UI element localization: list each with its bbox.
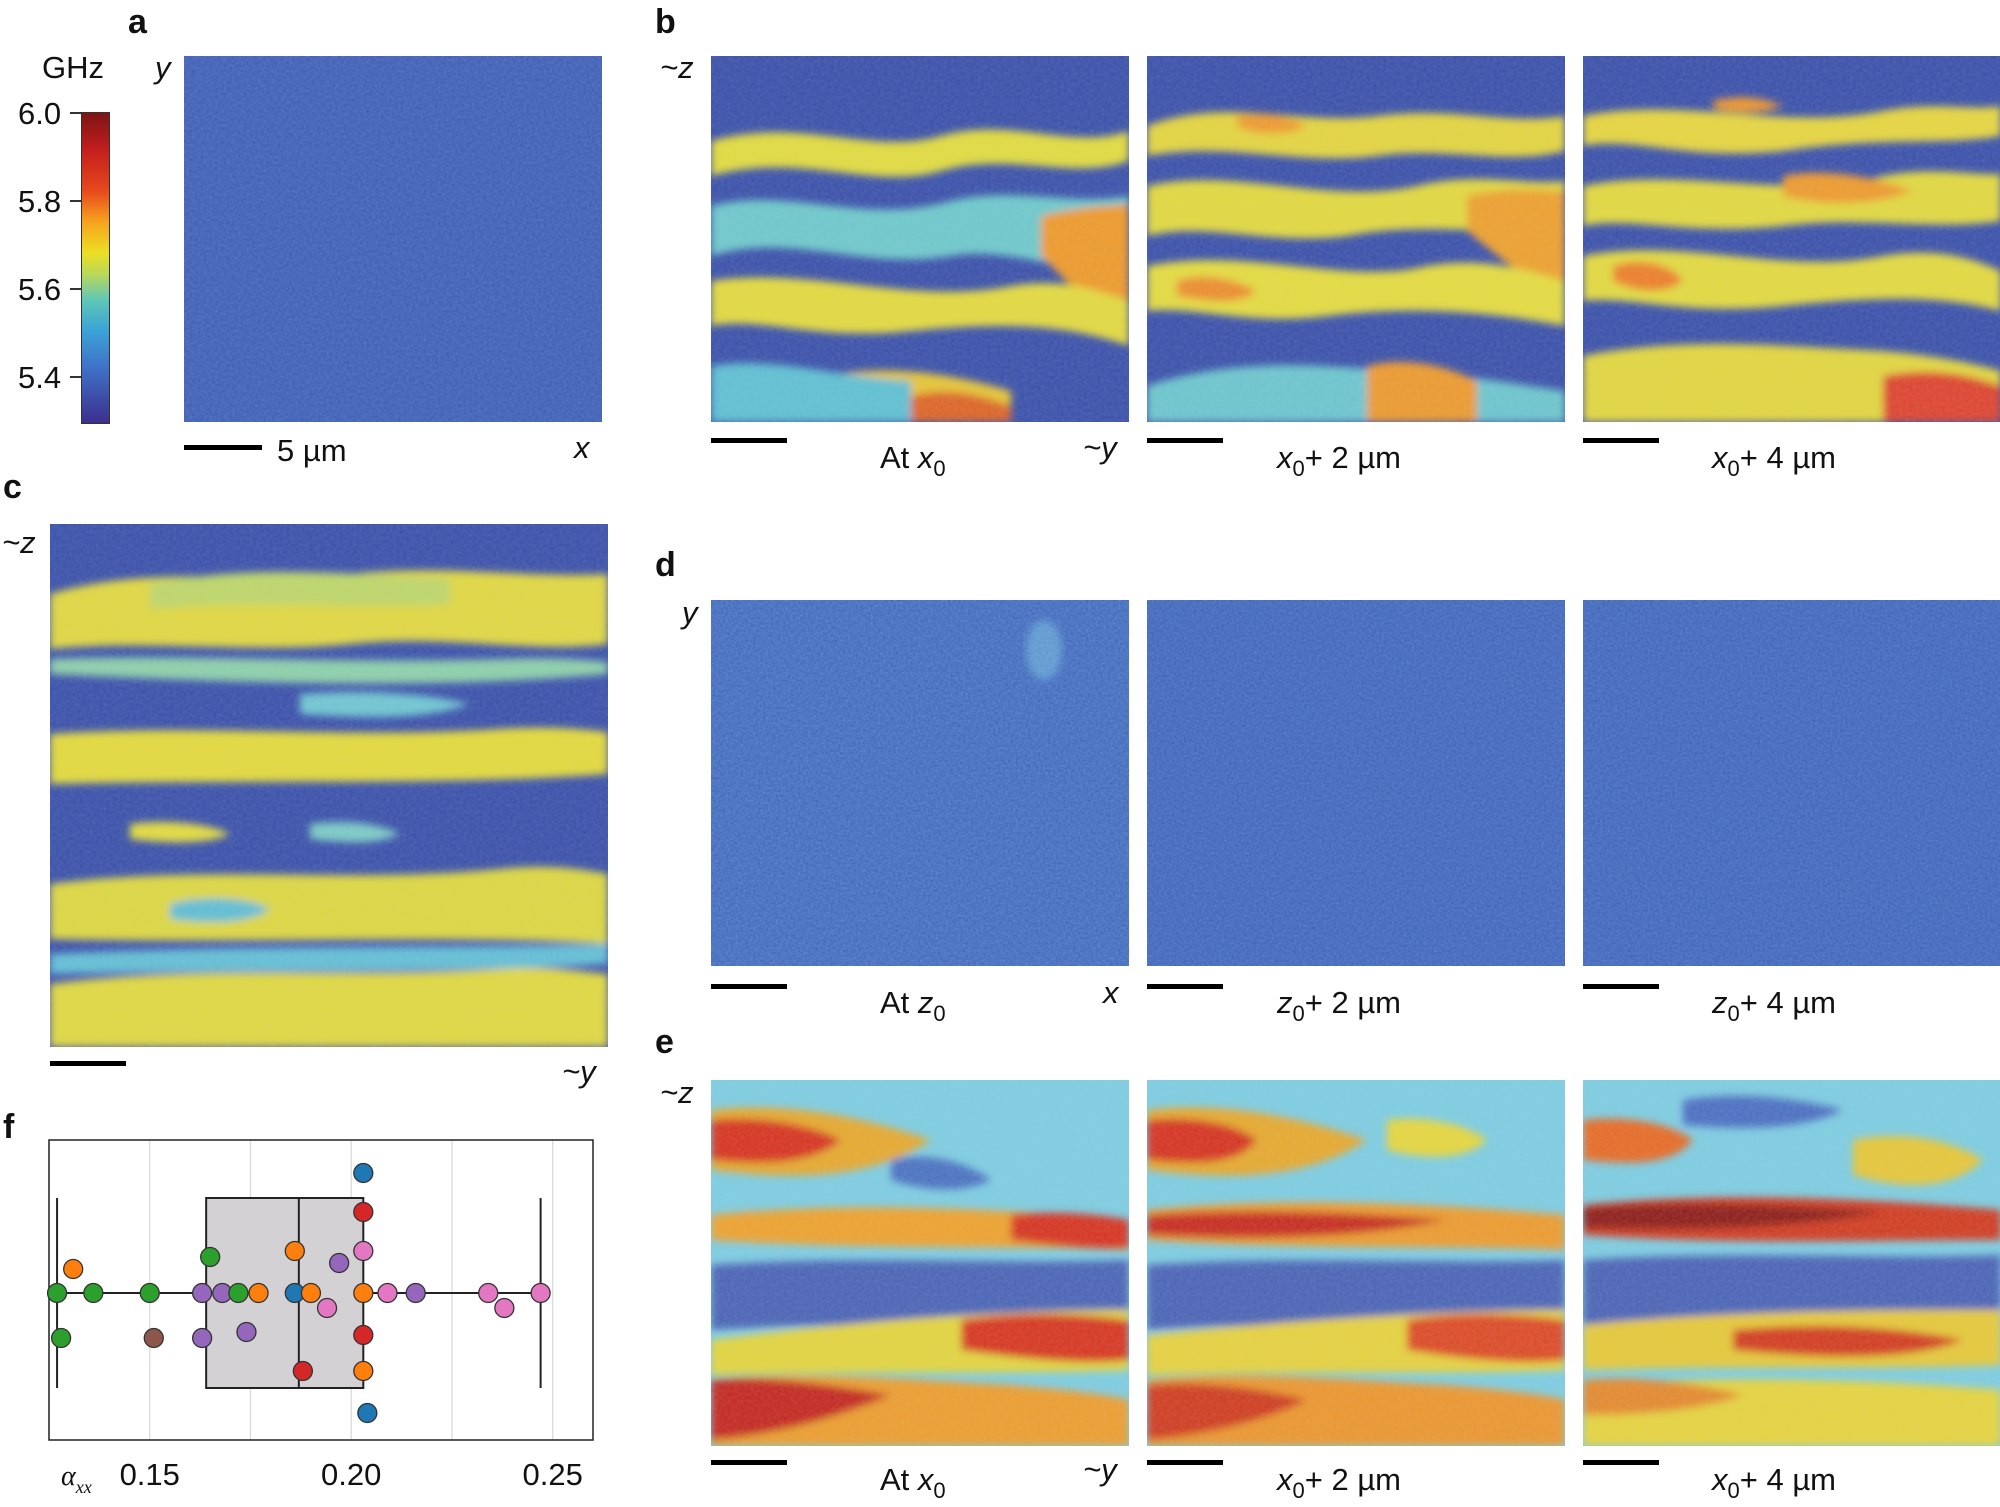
scale-bar-label: 5 µm [277,433,347,468]
panel-label-d: d [655,546,676,584]
scale-bar-d2 [1147,984,1223,989]
heatmap-b-x0-plus-2um [1147,56,1565,422]
panel-label-a: a [128,3,147,41]
scale-bar-b2 [1147,438,1223,443]
panel-label-c: c [3,468,22,506]
panel-label-b: b [655,3,676,41]
data-point-4 [139,1282,160,1304]
scale-bar-b3 [1583,438,1659,443]
heatmap-d-z0-plus-2um [1147,600,1565,966]
scale-bar-e1 [711,1460,787,1465]
data-point-0 [46,1282,68,1304]
data-point-10 [228,1282,249,1304]
x-tick-label-0: 0.15 [120,1457,180,1492]
data-point-24 [353,1360,374,1382]
caption-b3: x0+ 4 µm [1712,440,1837,481]
data-point-3 [83,1282,104,1304]
axis-label-x-d: x [1103,975,1119,1010]
data-point-2 [63,1258,84,1280]
heatmap-a-xy [184,56,602,422]
scale-bar-a [184,445,262,450]
data-point-28 [478,1282,499,1304]
data-point-1 [50,1327,72,1349]
colorbar-tick-5.6: 5.6 [18,272,62,307]
colorbar-unit: GHz [42,50,104,85]
scale-bar-b1 [711,438,787,443]
heatmap-b-at-x0 [711,56,1129,422]
data-point-8 [200,1246,221,1268]
data-point-6 [191,1282,213,1304]
scale-bar-e3 [1583,1460,1659,1465]
chart-f-box-scatter: 0.15 0.20 0.25 αxx [46,1139,594,1497]
x-tick-label-1: 0.20 [321,1457,381,1492]
data-point-21 [353,1240,374,1262]
x-tick-label-2: 0.25 [523,1457,583,1492]
heatmap-e-x0-plus-2um [1147,1080,1565,1446]
data-point-7 [191,1327,213,1349]
heatmap-c [50,524,608,1047]
axis-label-y-approx-e: ~y [1083,1452,1117,1487]
axis-label-z-approx-e: ~z [660,1075,694,1110]
heatmap-d-z0-plus-4um [1583,600,2000,966]
axis-label-y: y [155,50,171,85]
caption-b2: x0+ 2 µm [1277,440,1402,481]
x-axis-label: αxx [61,1461,92,1497]
scale-bar-c [50,1061,126,1066]
scale-bar-e2 [1147,1460,1223,1465]
heatmap-e-at-x0 [711,1080,1129,1446]
axis-label-x: x [574,430,590,465]
data-point-20 [353,1201,374,1223]
data-point-26 [377,1282,398,1304]
caption-b1: At x0 [880,440,946,481]
data-point-17 [316,1297,338,1319]
data-point-13 [284,1240,305,1262]
axis-label-y-approx-b: ~y [1083,430,1117,465]
data-point-15 [292,1360,314,1382]
data-point-11 [236,1321,257,1343]
data-point-30 [530,1282,551,1304]
axis-label-z-approx: ~z [660,50,694,85]
axis-label-y-d: y [682,595,698,630]
colorbar-tick-5.4: 5.4 [18,360,62,395]
heatmap-d-at-z0 [711,600,1129,966]
scale-bar-d1 [711,984,787,989]
heatmap-e-x0-plus-4um [1583,1080,2000,1446]
caption-e2: x0+ 2 µm [1277,1462,1402,1503]
caption-d1: At z0 [880,985,946,1026]
data-point-29 [494,1297,515,1319]
data-point-23 [353,1324,374,1346]
data-point-12 [248,1282,269,1304]
data-point-22 [353,1282,374,1304]
data-point-18 [328,1252,350,1274]
panel-label-e: e [655,1023,674,1061]
colorbar [81,112,110,424]
axis-label-y-approx-c: ~y [562,1054,596,1089]
panel-label-f: f [3,1108,15,1146]
colorbar-tick-5.8: 5.8 [18,184,62,219]
data-point-27 [405,1282,426,1304]
data-point-5 [143,1327,164,1349]
colorbar-tick-6.0: 6.0 [18,96,62,131]
caption-d3: z0+ 4 µm [1712,985,1837,1026]
caption-e1: At x0 [880,1462,946,1503]
data-point-16 [300,1282,322,1304]
scale-bar-d3 [1583,984,1659,989]
caption-d2: z0+ 2 µm [1277,985,1402,1026]
data-point-25 [357,1402,378,1424]
axis-label-z-approx-c: ~z [2,525,36,560]
heatmap-b-x0-plus-4um [1583,56,2000,422]
caption-e3: x0+ 4 µm [1712,1462,1837,1503]
data-point-19 [353,1162,374,1184]
